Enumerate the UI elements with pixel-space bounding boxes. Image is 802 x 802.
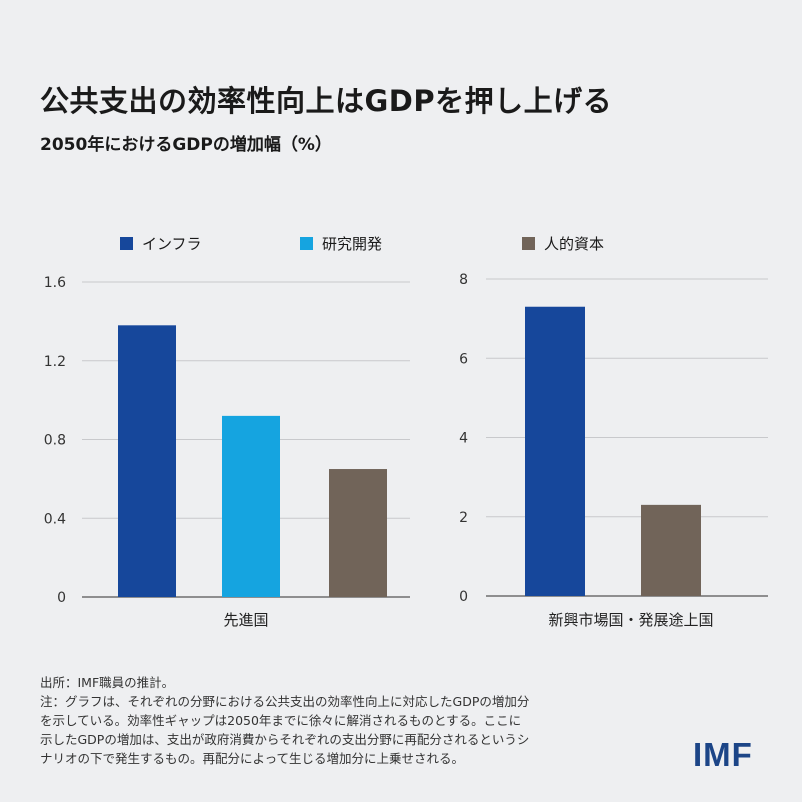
legend-item-human: 人的資本 [522,233,604,254]
note-line: 注：グラフは、それぞれの分野における公共支出の効率性向上に対応したGDPの増加分 [40,694,530,709]
legend-item-rnd: 研究開発 [300,233,382,254]
bar-3 [329,469,387,597]
legend-swatch-rnd [300,237,313,250]
legend-label-human: 人的資本 [544,235,605,253]
y-tick-label: 0 [57,590,66,606]
note-line: ナリオの下で発生するもの。再配分によって生じる増加分に上乗せされる。 [40,751,465,766]
y-tick-label: 8 [459,272,468,288]
y-tick-label: 0.8 [44,433,66,449]
note-line: 示したGDPの増加は、支出が政府消費からそれぞれの支出分野に再配分されるというシ [40,732,530,747]
y-tick-label: 0 [459,589,468,605]
x-axis-label: 新興市場国・発展途上国 [548,611,713,629]
legend-swatch-human [522,237,535,250]
legend-label-rnd: 研究開発 [322,235,383,253]
bar-1 [118,325,176,597]
x-axis-label: 先進国 [223,611,268,629]
legend-swatch-infra [120,237,133,250]
note-line: を示している。効率性ギャップは2050年までに徐々に解消されるものとする。ここに [40,713,522,728]
y-tick-label: 1.6 [44,275,66,291]
chart-subtitle: 2050年におけるGDPの増加幅（%） [40,135,332,155]
bar-2 [641,504,701,596]
legend-label-infra: インフラ [142,235,202,253]
legend-item-infra: インフラ [120,233,202,254]
y-tick-label: 1.2 [44,354,66,370]
bar-2 [222,415,280,597]
y-tick-label: 0.4 [44,511,66,527]
source-note: 出所：IMF職員の推計。 注：グラフは、それぞれの分野における公共支出の効率性向… [40,673,680,768]
source-line: 出所：IMF職員の推計。 [40,675,175,690]
y-tick-label: 4 [459,431,468,447]
y-tick-label: 2 [459,510,468,526]
bar-1 [525,306,585,596]
chart-title: 公共支出の効率性向上はGDPを押し上げる [40,84,613,118]
imf-logo: IMF [693,736,753,773]
y-tick-label: 6 [459,351,468,367]
